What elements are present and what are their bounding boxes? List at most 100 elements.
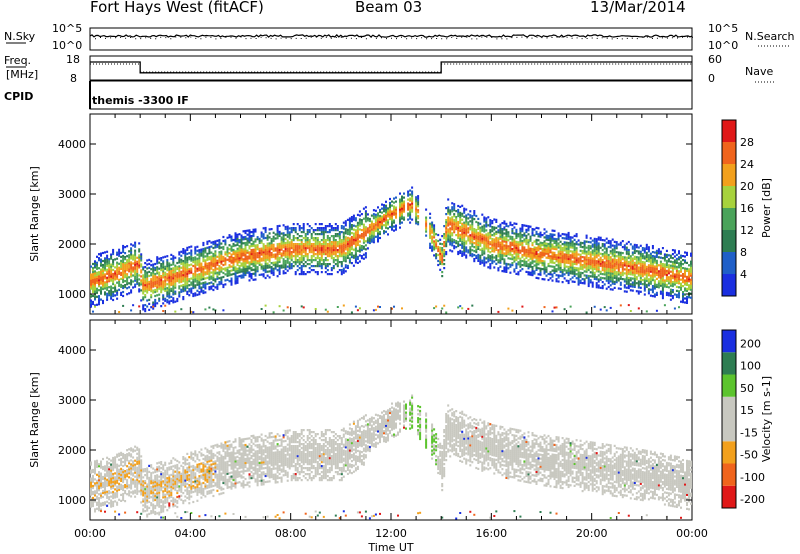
power-cell bbox=[631, 263, 634, 266]
power-cell bbox=[543, 246, 546, 249]
power-cell bbox=[465, 214, 468, 217]
power-cell bbox=[475, 236, 478, 240]
power-cell bbox=[326, 235, 329, 238]
power-cell bbox=[417, 223, 420, 226]
power-cell bbox=[623, 264, 626, 267]
power-cell bbox=[459, 213, 462, 216]
power-cell bbox=[667, 260, 670, 263]
power-cell bbox=[461, 246, 464, 249]
power-cell bbox=[509, 247, 512, 250]
power-cell bbox=[342, 227, 345, 230]
power-cell bbox=[354, 253, 357, 256]
power-cell bbox=[322, 229, 325, 232]
power-cell bbox=[479, 232, 482, 235]
power-cell bbox=[142, 274, 145, 277]
power-cell bbox=[262, 253, 265, 256]
power-cell bbox=[336, 249, 339, 252]
power-cell bbox=[248, 235, 251, 238]
power-cell bbox=[110, 295, 113, 298]
power-cell bbox=[218, 277, 221, 280]
power-cell bbox=[583, 252, 586, 255]
power-cell bbox=[635, 250, 638, 253]
power-cell bbox=[688, 276, 691, 279]
power-cell bbox=[192, 256, 195, 260]
power-cell bbox=[250, 237, 253, 240]
power-cell bbox=[665, 291, 668, 294]
power-cell bbox=[611, 238, 614, 241]
power-cell bbox=[162, 276, 165, 279]
power-cell bbox=[150, 268, 153, 271]
power-cell bbox=[383, 232, 386, 235]
power-cell bbox=[649, 268, 652, 271]
power-cell bbox=[372, 217, 375, 220]
power-cell bbox=[453, 215, 456, 218]
power-cell bbox=[252, 250, 255, 253]
power-cell bbox=[625, 248, 628, 251]
power-cell bbox=[268, 232, 271, 235]
power-cell bbox=[651, 275, 654, 278]
power-cell bbox=[567, 251, 570, 255]
power-cell bbox=[519, 249, 522, 252]
power-cell bbox=[565, 235, 568, 238]
power-cell bbox=[306, 245, 309, 248]
power-cell bbox=[156, 262, 159, 265]
power-cell bbox=[342, 247, 345, 250]
power-cell bbox=[332, 245, 335, 248]
power-cell bbox=[222, 271, 225, 275]
power-cell bbox=[549, 273, 552, 276]
power-cell bbox=[525, 256, 528, 259]
power-cell bbox=[266, 250, 269, 253]
power-cell bbox=[535, 248, 538, 251]
power-cell bbox=[272, 263, 275, 266]
power-cell bbox=[481, 259, 484, 262]
power-cell bbox=[304, 233, 307, 236]
power-cell bbox=[312, 253, 315, 256]
power-cell bbox=[374, 235, 377, 238]
power-cell bbox=[409, 213, 412, 216]
power-cell bbox=[503, 232, 506, 235]
power-cell bbox=[128, 260, 131, 263]
power-cell bbox=[236, 233, 239, 236]
power-cell bbox=[451, 240, 454, 243]
power-cell bbox=[202, 275, 205, 279]
power-cell bbox=[326, 259, 329, 262]
power-cell bbox=[278, 244, 281, 247]
power-cell bbox=[407, 190, 410, 193]
power-cell bbox=[645, 257, 648, 260]
power-cell bbox=[326, 239, 329, 242]
power-cell bbox=[555, 280, 558, 283]
power-cell bbox=[118, 282, 121, 285]
power-cell bbox=[643, 269, 646, 272]
power-cell bbox=[659, 260, 662, 263]
power-cell bbox=[334, 251, 337, 254]
power-cell bbox=[605, 277, 608, 280]
power-cell bbox=[605, 287, 608, 290]
power-cell bbox=[102, 265, 105, 269]
power-cell bbox=[294, 227, 297, 230]
power-cell bbox=[463, 223, 466, 226]
power-cell bbox=[192, 294, 195, 298]
power-cell bbox=[671, 257, 674, 260]
power-cell bbox=[246, 255, 249, 258]
power-cell bbox=[322, 227, 325, 230]
power-cell bbox=[184, 255, 187, 258]
power-cell bbox=[619, 283, 622, 286]
power-cell bbox=[587, 278, 590, 282]
power-cell bbox=[459, 225, 462, 228]
power-cell bbox=[302, 237, 305, 240]
power-cell bbox=[537, 273, 540, 276]
power-cell bbox=[282, 238, 285, 241]
power-cell bbox=[682, 263, 685, 266]
power-cell bbox=[495, 218, 498, 221]
power-cell bbox=[264, 256, 267, 260]
power-cell bbox=[242, 254, 245, 257]
power-cell bbox=[190, 283, 193, 286]
power-cell bbox=[210, 271, 213, 274]
power-cell bbox=[567, 279, 570, 283]
power-cell bbox=[290, 263, 293, 266]
power-cell bbox=[248, 273, 251, 276]
power-cell bbox=[208, 252, 211, 255]
power-cell bbox=[669, 260, 672, 263]
power-cell bbox=[312, 247, 315, 250]
power-cell bbox=[435, 241, 438, 244]
